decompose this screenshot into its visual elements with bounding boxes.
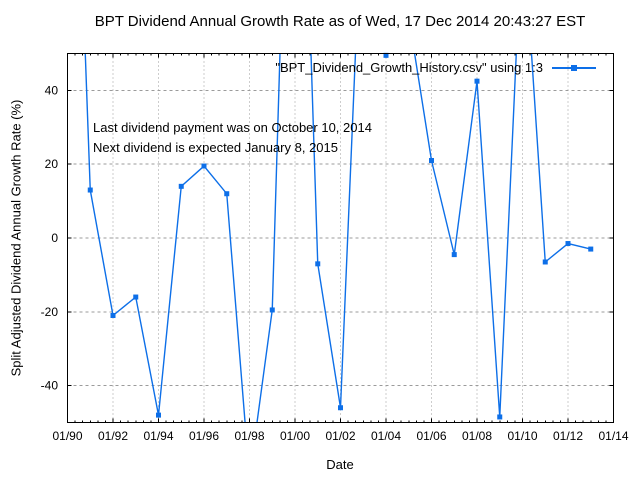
- y-tick-label: 40: [45, 83, 59, 97]
- data-point-marker: [87, 187, 93, 193]
- data-point-marker: [338, 405, 343, 411]
- data-point-marker: [497, 414, 503, 420]
- x-tick-label: 01/98: [234, 429, 264, 443]
- data-point-marker: [133, 294, 139, 300]
- plot-border: [67, 53, 614, 423]
- x-tick-label: 01/10: [507, 429, 537, 443]
- data-point-marker: [451, 252, 457, 258]
- series-line: [84, 53, 591, 423]
- x-tick-label: 01/90: [52, 429, 82, 443]
- y-tick-label: 20: [45, 157, 59, 171]
- data-point-marker: [383, 52, 389, 58]
- data-point-marker: [542, 259, 548, 265]
- x-tick-label: 01/12: [553, 429, 583, 443]
- x-tick-label: 01/94: [143, 429, 173, 443]
- x-tick-label: 01/02: [325, 429, 355, 443]
- data-point-marker: [224, 191, 230, 197]
- legend: "BPT_Dividend_Growth_History.csv" using …: [275, 60, 596, 75]
- x-tick-label: 01/08: [462, 429, 492, 443]
- x-tick-label: 01/06: [416, 429, 446, 443]
- data-point-marker: [565, 241, 571, 247]
- data-point-marker: [429, 158, 434, 164]
- x-tick-label: 01/92: [98, 429, 128, 443]
- x-axis-label: Date: [326, 457, 354, 472]
- chart-title: BPT Dividend Annual Growth Rate as of We…: [94, 13, 586, 30]
- data-point-marker: [588, 246, 594, 252]
- legend-series-label: "BPT_Dividend_Growth_History.csv" using …: [275, 60, 543, 75]
- data-point-marker: [201, 163, 207, 169]
- x-tick-label: 01/96: [189, 429, 219, 443]
- data-point-marker: [156, 412, 161, 418]
- x-tick-label: 01/00: [280, 429, 310, 443]
- annotation-last-dividend: Last dividend payment was on October 10,…: [93, 120, 372, 135]
- data-point-marker: [178, 183, 184, 189]
- legend-marker-icon: [571, 64, 577, 71]
- annotation-next-dividend: Next dividend is expected January 8, 201…: [93, 140, 338, 155]
- y-tick-label: -40: [41, 379, 59, 393]
- data-point-marker: [315, 261, 321, 267]
- x-tick-label: 01/14: [598, 429, 628, 443]
- legend-line-sample: [552, 61, 596, 74]
- annotation-block: Last dividend payment was on October 10,…: [93, 118, 372, 158]
- data-point-marker: [110, 312, 116, 318]
- y-tick-label: -20: [41, 305, 59, 319]
- x-tick-label: 01/04: [371, 429, 401, 443]
- data-point-marker: [474, 78, 480, 84]
- y-tick-label: 0: [51, 231, 58, 245]
- data-point-marker: [269, 307, 275, 313]
